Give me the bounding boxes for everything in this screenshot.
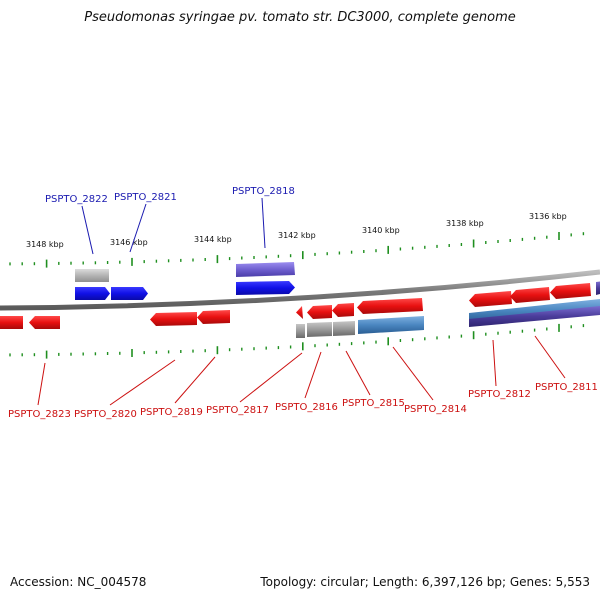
gene-arrow-reverse[interactable] (510, 287, 550, 303)
genome-backbone (0, 269, 600, 311)
leader-line (174, 356, 216, 404)
gene-label-bottom[interactable]: PSPTO_2812 (468, 389, 531, 400)
leader-line (109, 359, 176, 406)
gene-arrow-forward[interactable] (111, 287, 148, 300)
gene-arrow-reverse[interactable] (332, 303, 354, 317)
gene-arrow-forward[interactable] (75, 287, 110, 300)
gene-label-bottom[interactable]: PSPTO_2816 (275, 402, 338, 413)
leader-line (492, 339, 497, 387)
gene-arrow-reverse[interactable] (0, 316, 23, 329)
gene-arrow-reverse[interactable] (296, 306, 303, 319)
gene-label-bottom[interactable]: PSPTO_2811 (535, 382, 598, 393)
leader-line (534, 335, 566, 379)
gene-label-bottom[interactable]: PSPTO_2815 (342, 398, 405, 409)
leader-line (304, 351, 322, 399)
cds-feature[interactable] (469, 306, 600, 327)
kbp-label: 3138 kbp (446, 219, 484, 228)
leader-line (81, 205, 94, 255)
cds-feature[interactable] (75, 269, 109, 282)
gene-arrow-reverse[interactable] (469, 291, 512, 307)
leader-line (345, 350, 371, 396)
gene-arrow-reverse[interactable] (550, 283, 591, 299)
gene-label-bottom[interactable]: PSPTO_2820 (74, 409, 137, 420)
genome-summary-text: Topology: circular; Length: 6,397,126 bp… (260, 575, 590, 589)
gene-arrow-reverse[interactable] (307, 305, 332, 319)
gene-arrow-reverse[interactable] (150, 312, 197, 326)
gene-arrow-reverse[interactable] (29, 316, 60, 329)
scale-ticks-top (9, 232, 585, 268)
kbp-label: 3140 kbp (362, 226, 400, 235)
page-title: Pseudomonas syringae pv. tomato str. DC3… (84, 10, 516, 25)
gene-label-bottom[interactable]: PSPTO_2823 (8, 409, 71, 420)
leader-line (261, 197, 266, 249)
gene-label-top[interactable]: PSPTO_2818 (232, 186, 295, 197)
cds-feature[interactable] (296, 324, 305, 338)
gene-label-top[interactable]: PSPTO_2822 (45, 194, 108, 205)
leader-line (37, 362, 46, 406)
kbp-label: 3142 kbp (278, 231, 316, 240)
gene-arrow-reverse[interactable] (197, 310, 230, 324)
leader-line (239, 352, 303, 403)
kbp-label: 3148 kbp (26, 240, 64, 249)
kbp-label: 3136 kbp (529, 212, 567, 221)
gene-label-top[interactable]: PSPTO_2821 (114, 192, 177, 203)
leader-line (392, 346, 434, 401)
kbp-label: 3144 kbp (194, 235, 232, 244)
accession-text: Accession: NC_004578 (10, 575, 147, 589)
cds-feature[interactable] (333, 321, 355, 336)
gene-label-bottom[interactable]: PSPTO_2814 (404, 404, 467, 415)
gene-label-bottom[interactable]: PSPTO_2819 (140, 407, 203, 418)
cds-feature[interactable] (236, 262, 295, 277)
cds-feature[interactable] (596, 281, 600, 296)
leader-line (129, 203, 147, 253)
gene-label-bottom[interactable]: PSPTO_2817 (206, 405, 269, 416)
gene-arrow-reverse[interactable] (357, 298, 423, 314)
cds-feature[interactable] (307, 322, 332, 337)
scale-ticks-bottom (9, 323, 585, 359)
gene-arrow-forward[interactable] (236, 281, 295, 295)
kbp-label: 3146 kbp (110, 238, 148, 247)
cds-feature[interactable] (358, 316, 424, 334)
